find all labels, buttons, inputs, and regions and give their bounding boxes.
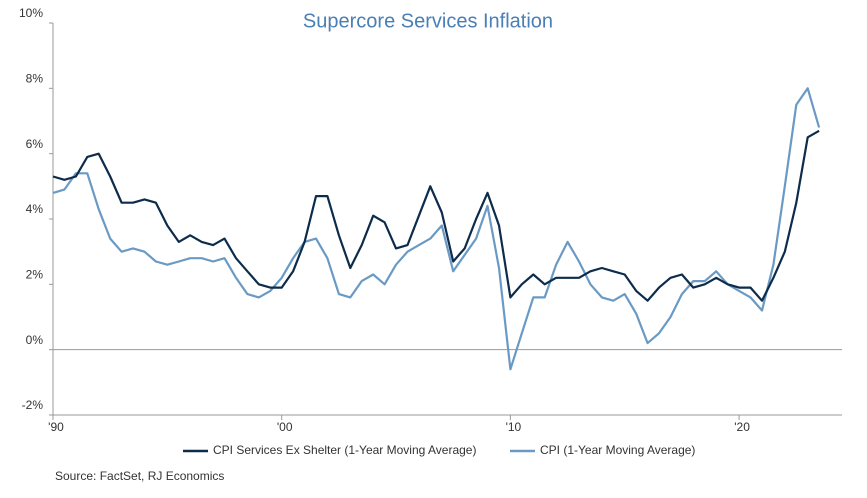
chart-title: Supercore Services Inflation	[303, 10, 553, 32]
x-tick-label: '10	[506, 420, 522, 434]
y-tick-label: 8%	[26, 72, 44, 86]
y-tick-label: 10%	[19, 6, 43, 20]
legend-label: CPI (1-Year Moving Average)	[540, 443, 695, 457]
source-note: Source: FactSet, RJ Economics	[55, 469, 224, 483]
series-line	[52, 87, 821, 371]
x-tick-label: '90	[48, 420, 64, 434]
x-tick-label: '20	[734, 420, 750, 434]
legend-label: CPI Services Ex Shelter (1-Year Moving A…	[213, 443, 476, 457]
y-tick-label: 4%	[26, 202, 44, 216]
x-tick-label: '00	[277, 420, 293, 434]
series-line	[52, 129, 820, 302]
y-tick-label: 2%	[26, 268, 44, 282]
y-tick-label: 0%	[26, 333, 44, 347]
y-tick-label: 6%	[26, 137, 44, 151]
y-tick-label: -2%	[22, 398, 44, 412]
